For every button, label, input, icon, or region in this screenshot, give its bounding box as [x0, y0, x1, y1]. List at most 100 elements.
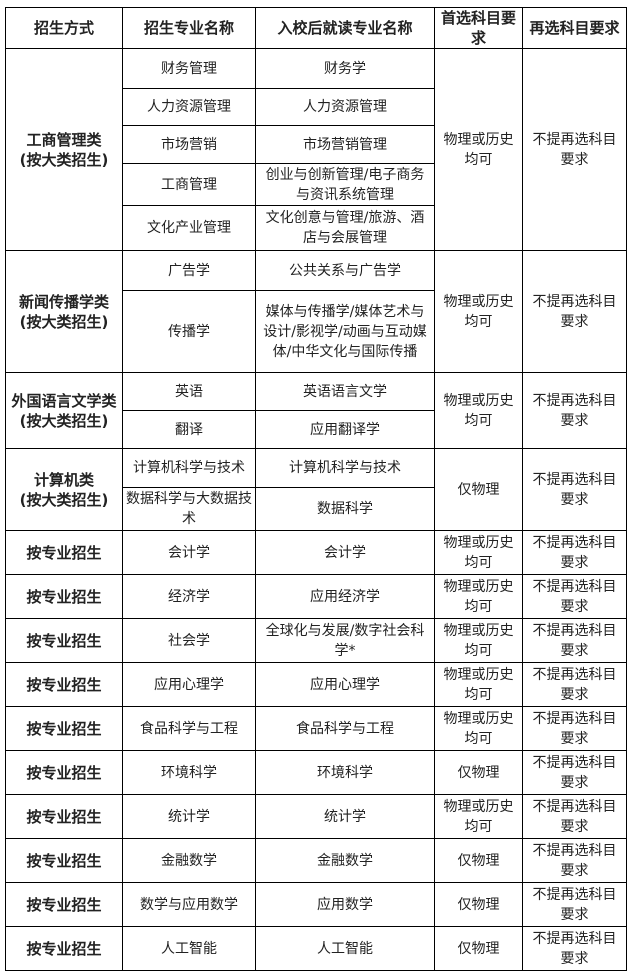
major-cell: 食品科学与工程 — [122, 706, 256, 751]
method-note: (按大类招生) — [19, 150, 109, 169]
major-cell: 数学与应用数学 — [122, 882, 256, 927]
study-major-cell: 财务学 — [255, 48, 435, 89]
study-major-cell: 金融数学 — [255, 838, 435, 883]
major-cell: 市场营销 — [122, 125, 256, 164]
first-subject-cell: 物理或历史均可 — [434, 574, 523, 619]
study-major-cell: 文化创意与管理/旅游、酒店与会展管理 — [255, 205, 435, 251]
study-major-cell: 计算机科学与技术 — [255, 448, 435, 488]
second-subject-cell: 不提再选科目要求 — [522, 48, 627, 251]
method-cell: 按专业招生 — [5, 882, 123, 927]
second-subject-cell: 不提再选科目要求 — [522, 926, 627, 971]
method-name: 按专业招生 — [26, 895, 102, 914]
method-cell: 按专业招生 — [5, 618, 123, 663]
second-subject-cell: 不提再选科目要求 — [522, 794, 627, 839]
table-row: 按专业招生 应用心理学 应用心理学 物理或历史均可 不提再选科目要求 — [5, 662, 627, 707]
first-subject-cell: 仅物理 — [434, 882, 523, 927]
study-major-cell: 食品科学与工程 — [255, 706, 435, 751]
major-cell: 翻译 — [122, 410, 256, 449]
table-row: 按专业招生 数学与应用数学 应用数学 仅物理 不提再选科目要求 — [5, 882, 627, 927]
header-cell: 招生方式 — [5, 7, 123, 49]
first-subject-cell: 仅物理 — [434, 926, 523, 971]
second-subject-cell: 不提再选科目要求 — [522, 662, 627, 707]
major-cell: 统计学 — [122, 794, 256, 839]
second-subject-cell: 不提再选科目要求 — [522, 372, 627, 449]
method-name: 按专业招生 — [26, 543, 102, 562]
first-subject-cell: 物理或历史均可 — [434, 662, 523, 707]
second-subject-cell: 不提再选科目要求 — [522, 530, 627, 575]
method-name: 按专业招生 — [26, 807, 102, 826]
study-major-cell: 市场营销管理 — [255, 125, 435, 164]
first-subject-cell: 物理或历史均可 — [434, 250, 523, 373]
second-subject-cell: 不提再选科目要求 — [522, 838, 627, 883]
study-major-cell: 应用数学 — [255, 882, 435, 927]
major-cell: 计算机科学与技术 — [122, 448, 256, 488]
header-cell: 入校后就读专业名称 — [255, 7, 435, 49]
method-note: (按大类招生) — [19, 490, 109, 509]
study-major-cell: 人工智能 — [255, 926, 435, 971]
method-cell: 按专业招生 — [5, 926, 123, 971]
first-subject-cell: 仅物理 — [434, 750, 523, 795]
second-subject-cell: 不提再选科目要求 — [522, 882, 627, 927]
study-major-cell: 全球化与发展/数字社会科学* — [255, 618, 435, 663]
study-major-cell: 公共关系与广告学 — [255, 250, 435, 291]
method-cell: 按专业招生 — [5, 574, 123, 619]
major-cell: 经济学 — [122, 574, 256, 619]
study-major-cell: 媒体与传播学/媒体艺术与设计/影视学/动画与互动媒体/中华文化与国际传播 — [255, 290, 435, 373]
method-name: 外国语言文学类 — [11, 391, 117, 410]
first-subject-cell: 仅物理 — [434, 838, 523, 883]
second-subject-cell: 不提再选科目要求 — [522, 706, 627, 751]
table-row: 传播学 媒体与传播学/媒体艺术与设计/影视学/动画与互动媒体/中华文化与国际传播 — [6, 290, 627, 373]
table-row: 按专业招生 会计学 会计学 物理或历史均可 不提再选科目要求 — [5, 530, 627, 575]
second-subject-cell: 不提再选科目要求 — [522, 448, 627, 531]
table-row: 市场营销 市场营销管理 — [6, 125, 627, 164]
table-body: 招生方式 招生专业名称 入校后就读专业名称 首选科目要求 再选科目要求 工商管理类 (按大类… — [5, 7, 627, 971]
table-row: 按专业招生 环境科学 环境科学 仅物理 不提再选科目要求 — [5, 750, 627, 795]
major-cell: 数据科学与大数据技术 — [122, 487, 256, 531]
method-name: 按专业招生 — [26, 851, 102, 870]
table-row: 翻译 应用翻译学 — [6, 410, 627, 449]
first-subject-cell: 物理或历史均可 — [434, 706, 523, 751]
study-major-cell: 应用心理学 — [255, 662, 435, 707]
first-subject-cell: 仅物理 — [434, 448, 523, 531]
method-cell: 计算机类 (按大类招生) — [5, 448, 123, 531]
table-row: 新闻传播学类 (按大类招生) 广告学 公共关系与广告学 物理或历史均可 不提再选科目要求 — [5, 250, 627, 373]
method-name: 工商管理类 — [26, 130, 102, 149]
method-cell: 按专业招生 — [5, 706, 123, 751]
table-row: 按专业招生 人工智能 人工智能 仅物理 不提再选科目要求 — [5, 926, 627, 971]
method-note: (按大类招生) — [19, 312, 109, 331]
table-row: 按专业招生 社会学 全球化与发展/数字社会科学* 物理或历史均可 不提再选科目要求 — [5, 618, 627, 663]
second-subject-cell: 不提再选科目要求 — [522, 750, 627, 795]
method-name: 新闻传播学类 — [18, 292, 109, 311]
major-cell: 传播学 — [122, 290, 256, 373]
major-cell: 环境科学 — [122, 750, 256, 795]
major-cell: 人力资源管理 — [122, 88, 256, 126]
method-cell: 按专业招生 — [5, 662, 123, 707]
table-row: 按专业招生 经济学 应用经济学 物理或历史均可 不提再选科目要求 — [5, 574, 627, 619]
header-cell: 首选科目要求 — [434, 7, 523, 49]
method-cell: 按专业招生 — [5, 530, 123, 575]
study-major-cell: 数据科学 — [255, 487, 435, 531]
study-major-cell: 人力资源管理 — [255, 88, 435, 126]
table-row: 按专业招生 统计学 统计学 物理或历史均可 不提再选科目要求 — [5, 794, 627, 839]
study-major-cell: 应用经济学 — [255, 574, 435, 619]
method-name: 按专业招生 — [26, 939, 102, 958]
method-cell: 新闻传播学类 (按大类招生) — [5, 250, 123, 373]
table-row: 数据科学与大数据技术 数据科学 — [6, 487, 627, 531]
method-cell: 按专业招生 — [5, 838, 123, 883]
method-name: 按专业招生 — [26, 763, 102, 782]
table-row: 人力资源管理 人力资源管理 — [6, 88, 627, 126]
major-cell: 会计学 — [122, 530, 256, 575]
table-row: 按专业招生 金融数学 金融数学 仅物理 不提再选科目要求 — [5, 838, 627, 883]
study-major-cell: 创业与创新管理/电子商务与资讯系统管理 — [255, 163, 435, 206]
first-subject-cell: 物理或历史均可 — [434, 48, 523, 251]
first-subject-cell: 物理或历史均可 — [434, 530, 523, 575]
major-cell: 应用心理学 — [122, 662, 256, 707]
study-major-cell: 英语语言文学 — [255, 372, 435, 411]
method-name: 按专业招生 — [26, 587, 102, 606]
method-cell: 按专业招生 — [5, 794, 123, 839]
method-cell: 外国语言文学类 (按大类招生) — [5, 372, 123, 449]
method-name: 按专业招生 — [26, 675, 102, 694]
method-name: 按专业招生 — [26, 719, 102, 738]
method-name: 计算机类 — [33, 470, 94, 489]
